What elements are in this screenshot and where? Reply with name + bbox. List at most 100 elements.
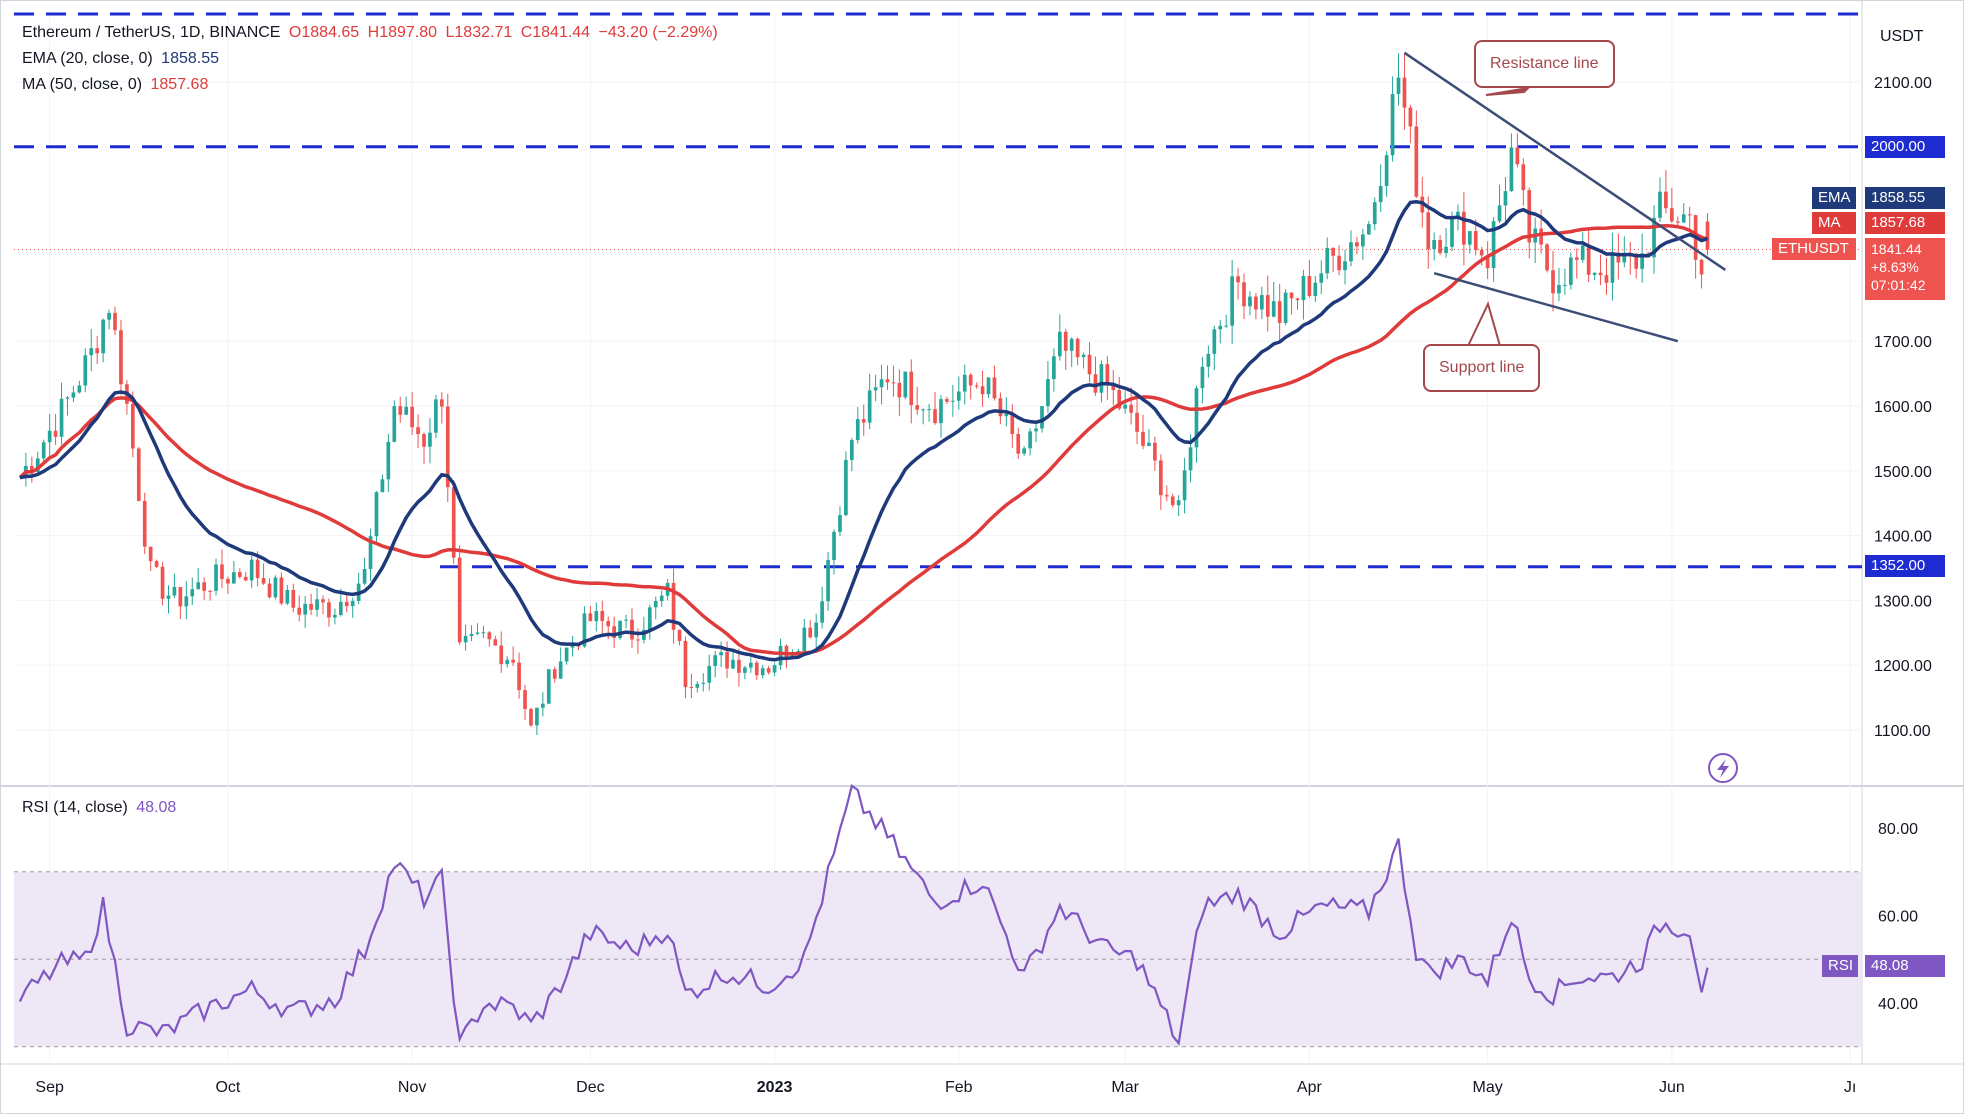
candle-body — [636, 639, 640, 641]
candle-body — [523, 690, 527, 709]
candle-body — [113, 312, 117, 331]
candle-body — [83, 355, 88, 386]
chart-header-symbol: Ethereum / TetherUS, 1D, BINANCE O1884.6… — [22, 24, 722, 42]
candle-body — [671, 582, 676, 630]
candle-body — [541, 703, 545, 708]
candle-body — [1670, 208, 1674, 222]
candle-body — [315, 599, 319, 610]
candle-body — [1040, 406, 1044, 429]
candle-body — [237, 572, 242, 577]
candle-body — [1218, 325, 1223, 330]
ema-value: 1858.55 — [161, 50, 220, 67]
candle-body — [1063, 331, 1068, 351]
time-tick-label: Nov — [398, 1079, 426, 1096]
candle-body — [208, 590, 212, 592]
candle-body — [1462, 211, 1466, 245]
ema-legend[interactable]: EMA (20, close, 0) 1858.55 — [22, 50, 223, 68]
candle-body — [1604, 275, 1609, 283]
candle-body — [1438, 240, 1442, 254]
candle-body — [107, 312, 111, 320]
candle-body — [849, 440, 854, 460]
ema-axis-tag-name: EMA — [1812, 187, 1856, 209]
time-tick-label: Dec — [576, 1079, 604, 1096]
candle-body — [594, 610, 599, 622]
candle-body — [701, 682, 706, 684]
candle-body — [1539, 228, 1543, 245]
candle-body — [1343, 261, 1347, 271]
candle-body — [1497, 205, 1502, 222]
candle-body — [249, 559, 254, 581]
candle-body — [517, 662, 521, 691]
candle-body — [71, 392, 76, 398]
candle-body — [647, 607, 652, 630]
candle-body — [35, 458, 40, 473]
candle-body — [1598, 272, 1603, 276]
candle-body — [1521, 164, 1526, 191]
candle-body — [184, 596, 189, 607]
candle-body — [1254, 296, 1258, 310]
ma-legend[interactable]: MA (50, close, 0) 1857.68 — [22, 76, 212, 94]
candle-body — [1105, 364, 1110, 385]
candle-body — [808, 627, 813, 638]
candle-body — [1426, 212, 1431, 250]
candle-body — [677, 629, 682, 641]
candle-body — [844, 459, 848, 516]
candle-body — [630, 619, 634, 640]
candle-body — [398, 406, 403, 415]
candle-body — [1265, 295, 1270, 317]
candle-body — [546, 669, 551, 704]
candle-body — [939, 399, 943, 424]
rsi-tick-label: 80.00 — [1878, 821, 1918, 838]
candle-body — [921, 409, 925, 411]
horizontal-levels — [14, 12, 1862, 569]
candle-body — [933, 409, 937, 424]
candle-body — [451, 487, 456, 558]
candle-body — [897, 382, 902, 398]
candle-body — [410, 406, 414, 428]
candle-body — [1450, 219, 1454, 247]
candle-body — [1206, 353, 1211, 367]
candle-body — [505, 659, 510, 665]
ma50-line — [18, 223, 1708, 656]
candle-body — [1610, 252, 1615, 283]
candle-body — [903, 371, 908, 398]
candle-body — [713, 655, 718, 667]
candles — [24, 53, 1710, 736]
last-price-tag: 1841.44 +8.63% 07:01:42 — [1865, 238, 1945, 300]
candle-body — [1372, 202, 1377, 225]
candle-body — [1260, 295, 1264, 310]
candle-body — [434, 399, 438, 433]
candle-body — [1248, 296, 1252, 307]
close-value: C1841.44 — [520, 24, 591, 41]
candle-body — [136, 448, 141, 502]
candle-body — [1444, 246, 1448, 254]
candle-body — [1242, 282, 1246, 307]
candle-body — [261, 578, 266, 584]
trendlines — [1403, 51, 1738, 783]
candle-body — [1527, 190, 1532, 243]
time-tick-label: 2023 — [757, 1079, 793, 1096]
candle-body — [202, 582, 206, 591]
candle-body — [53, 430, 58, 437]
candle-body — [1069, 338, 1074, 351]
rsi-legend[interactable]: RSI (14, close) 48.08 — [22, 799, 180, 817]
candle-body — [1396, 77, 1401, 95]
candle-body — [1052, 356, 1056, 380]
last-change-pct: +8.63% — [1871, 259, 1919, 275]
candle-body — [154, 561, 159, 567]
candle-body — [1473, 231, 1478, 251]
candle-body — [1212, 329, 1217, 354]
symbol-title: Ethereum / TetherUS, 1D, BINANCE — [22, 24, 281, 41]
low-value: L1832.71 — [445, 24, 513, 41]
candle-body — [992, 377, 997, 399]
candle-body — [1129, 404, 1133, 413]
candle-body — [243, 576, 248, 581]
candle-body — [766, 668, 771, 673]
candle-body — [1402, 77, 1407, 108]
candle-body — [131, 403, 135, 449]
candle-body — [89, 348, 94, 356]
candle-body — [879, 379, 884, 388]
price-axis-currency: USDT — [1880, 28, 1924, 45]
bar-countdown: 07:01:42 — [1871, 277, 1926, 293]
